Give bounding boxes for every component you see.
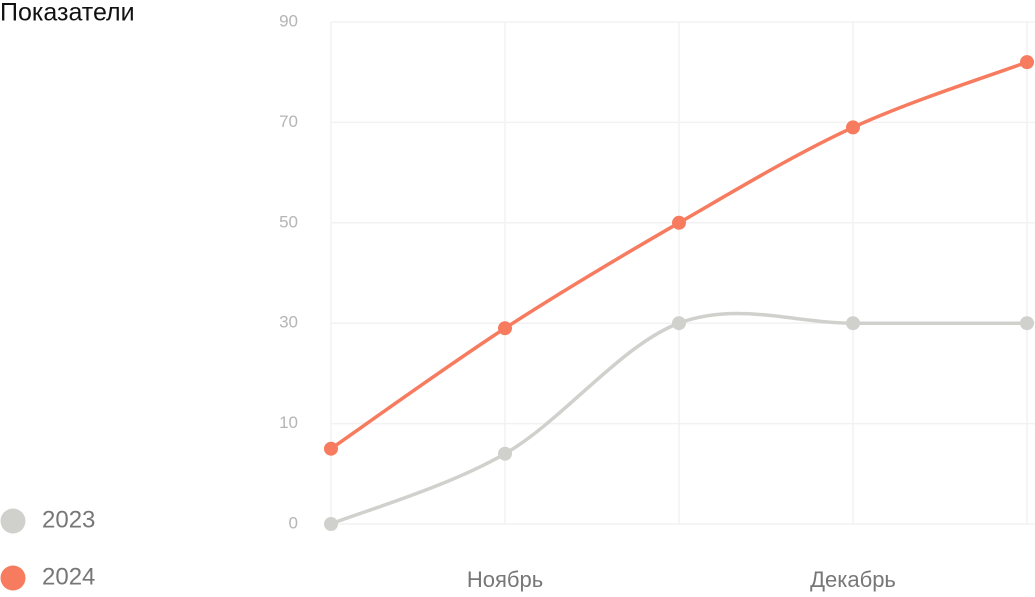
data-point — [498, 446, 512, 461]
data-point — [672, 316, 686, 331]
data-point — [846, 316, 860, 331]
data-point — [672, 215, 686, 230]
legend-label: 2024 — [42, 563, 95, 590]
data-point — [324, 517, 338, 531]
legend-swatch — [0, 508, 26, 534]
legend-label: 2023 — [42, 506, 95, 533]
data-point — [1020, 316, 1034, 331]
chart-title: Показатели — [0, 0, 135, 27]
y-tick-label: 90 — [279, 11, 298, 30]
y-tick-label: 70 — [279, 112, 298, 131]
y-tick-label: 0 — [289, 513, 298, 532]
legend-swatch — [0, 565, 26, 591]
x-tick-label: Ноябрь — [467, 567, 543, 592]
y-tick-label: 30 — [279, 313, 298, 332]
data-point — [846, 120, 860, 135]
y-tick-label: 50 — [279, 212, 298, 231]
x-tick-label: Декабрь — [810, 567, 896, 592]
data-point — [1020, 55, 1034, 70]
y-tick-label: 10 — [279, 413, 298, 432]
data-point — [324, 441, 338, 456]
data-point — [498, 321, 512, 336]
